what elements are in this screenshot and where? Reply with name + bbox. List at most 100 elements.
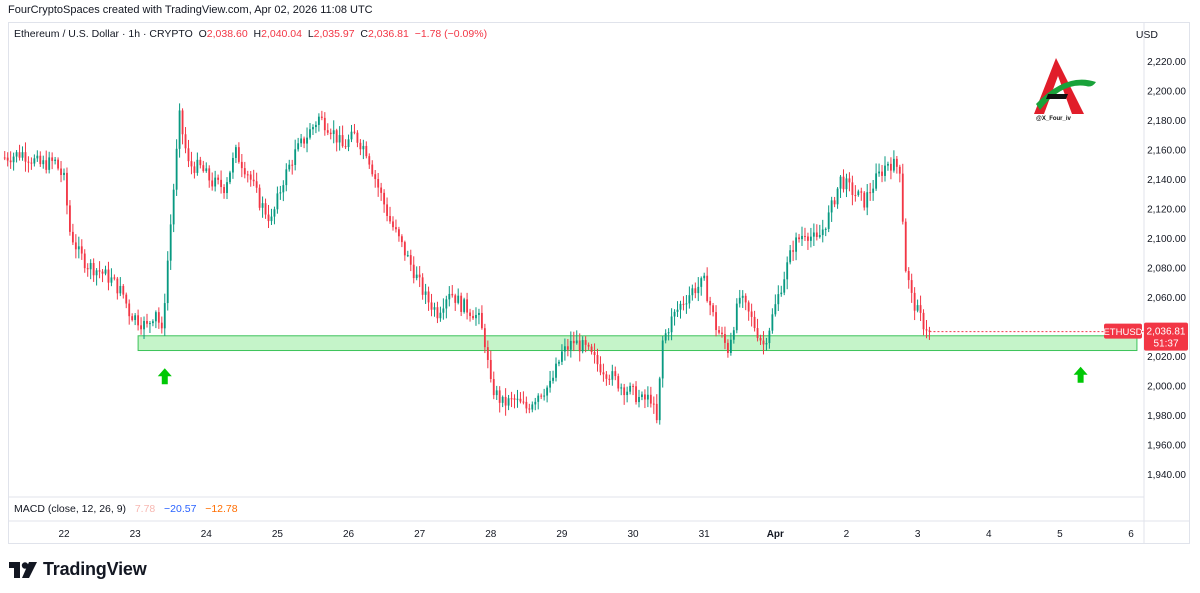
candle-body <box>682 303 685 305</box>
candle-body <box>386 204 388 216</box>
support-zone[interactable] <box>137 335 1138 352</box>
macd-hist-value: −12.78 <box>205 503 238 515</box>
candle-body <box>371 164 374 175</box>
candle-body <box>89 263 92 270</box>
high-value: 2,040.04 <box>261 28 302 40</box>
candle-body <box>563 346 566 352</box>
candle-body <box>691 288 694 296</box>
candle-body <box>21 152 24 158</box>
tradingview-wordmark: TradingView <box>43 559 147 579</box>
candle-body <box>451 293 454 296</box>
candle-body <box>783 279 786 293</box>
candle-body <box>306 137 308 144</box>
candle-body <box>243 168 246 175</box>
candle-body <box>875 173 878 189</box>
candle-body <box>747 302 750 312</box>
candle-body <box>572 340 575 344</box>
candle-body <box>795 237 797 252</box>
candle-body <box>128 303 131 317</box>
candle-body <box>45 160 48 170</box>
candle-body <box>63 172 65 175</box>
candle-body <box>392 221 394 228</box>
y-tick-label: 2,140.00 <box>1147 175 1186 186</box>
candle-body <box>249 174 252 180</box>
candle-body <box>804 235 806 237</box>
x-tick-label: Apr <box>767 529 784 540</box>
candle-body <box>780 292 783 295</box>
y-tick-label: 2,000.00 <box>1147 381 1186 392</box>
candle-body <box>341 135 344 147</box>
price-tag-bg[interactable] <box>1144 322 1188 351</box>
candle-body <box>356 132 359 143</box>
y-tick-label: 2,200.00 <box>1147 87 1186 98</box>
x-tick-label: 28 <box>485 529 497 540</box>
candle-body <box>258 187 261 208</box>
candle-body <box>884 165 886 176</box>
x-tick-label: 2 <box>844 529 850 540</box>
candle-body <box>753 316 756 329</box>
candle-body <box>122 285 125 295</box>
candle-body <box>42 160 45 165</box>
candle-body <box>406 255 409 257</box>
candle-body <box>300 138 303 144</box>
candle-body <box>166 260 169 304</box>
candle-body <box>36 155 39 159</box>
candle-body <box>777 294 780 305</box>
candle-body <box>895 158 898 167</box>
candle-body <box>350 131 353 140</box>
candle-body <box>504 396 507 406</box>
y-tick-label: 2,080.00 <box>1147 264 1186 275</box>
candle-body <box>771 314 774 331</box>
candle-body <box>887 163 889 166</box>
candle-body <box>768 330 771 344</box>
candle-body <box>246 174 249 176</box>
candle-body <box>240 161 243 169</box>
price-tag-countdown: 51:37 <box>1153 339 1178 350</box>
candle-body <box>756 328 759 338</box>
candle-body <box>140 325 142 330</box>
symbol-name: Ethereum / U.S. Dollar · 1h · CRYPTO <box>14 28 193 40</box>
candle-body <box>95 270 98 276</box>
candle-body <box>593 352 596 356</box>
y-tick-label: 1,980.00 <box>1147 411 1186 422</box>
candle-body <box>910 280 913 293</box>
currency-label[interactable]: USD <box>1135 29 1158 41</box>
symbol-tag-bg[interactable] <box>1104 323 1142 339</box>
close-label: C <box>360 28 368 40</box>
candle-body <box>611 371 614 380</box>
tradingview-logo[interactable]: TradingView <box>9 559 147 580</box>
candle-body <box>475 314 477 319</box>
candle-body <box>688 295 691 304</box>
candle-body <box>667 332 670 334</box>
candle-body <box>670 316 673 333</box>
candle-body <box>466 299 469 313</box>
candle-body <box>839 176 842 189</box>
candle-body <box>872 188 875 193</box>
candle-body <box>549 380 551 388</box>
candle-body <box>818 235 821 237</box>
candle-body <box>403 242 406 256</box>
macd-legend: MACD (close, 12, 26, 9) 7.78 −20.57 −12.… <box>14 503 238 515</box>
candle-body <box>187 148 190 162</box>
candle-body <box>211 180 214 187</box>
candle-body <box>223 187 225 194</box>
candle-body <box>163 303 166 329</box>
candle-body <box>519 398 522 402</box>
candle-body <box>421 277 424 295</box>
candle-body <box>599 364 602 373</box>
y-tick-label: 2,220.00 <box>1147 57 1186 68</box>
candle-body <box>925 329 928 331</box>
candle-body <box>273 209 276 217</box>
candle-body <box>916 305 919 311</box>
candle-body <box>495 390 498 396</box>
candle-body <box>469 312 471 316</box>
candle-body <box>528 408 531 410</box>
candle-body <box>869 192 872 194</box>
x-tick-label: 31 <box>699 529 711 540</box>
candle-body <box>69 205 71 232</box>
candle-body <box>801 235 803 240</box>
candle-body <box>57 159 59 169</box>
candle-body <box>368 156 371 165</box>
candle-body <box>676 309 679 312</box>
